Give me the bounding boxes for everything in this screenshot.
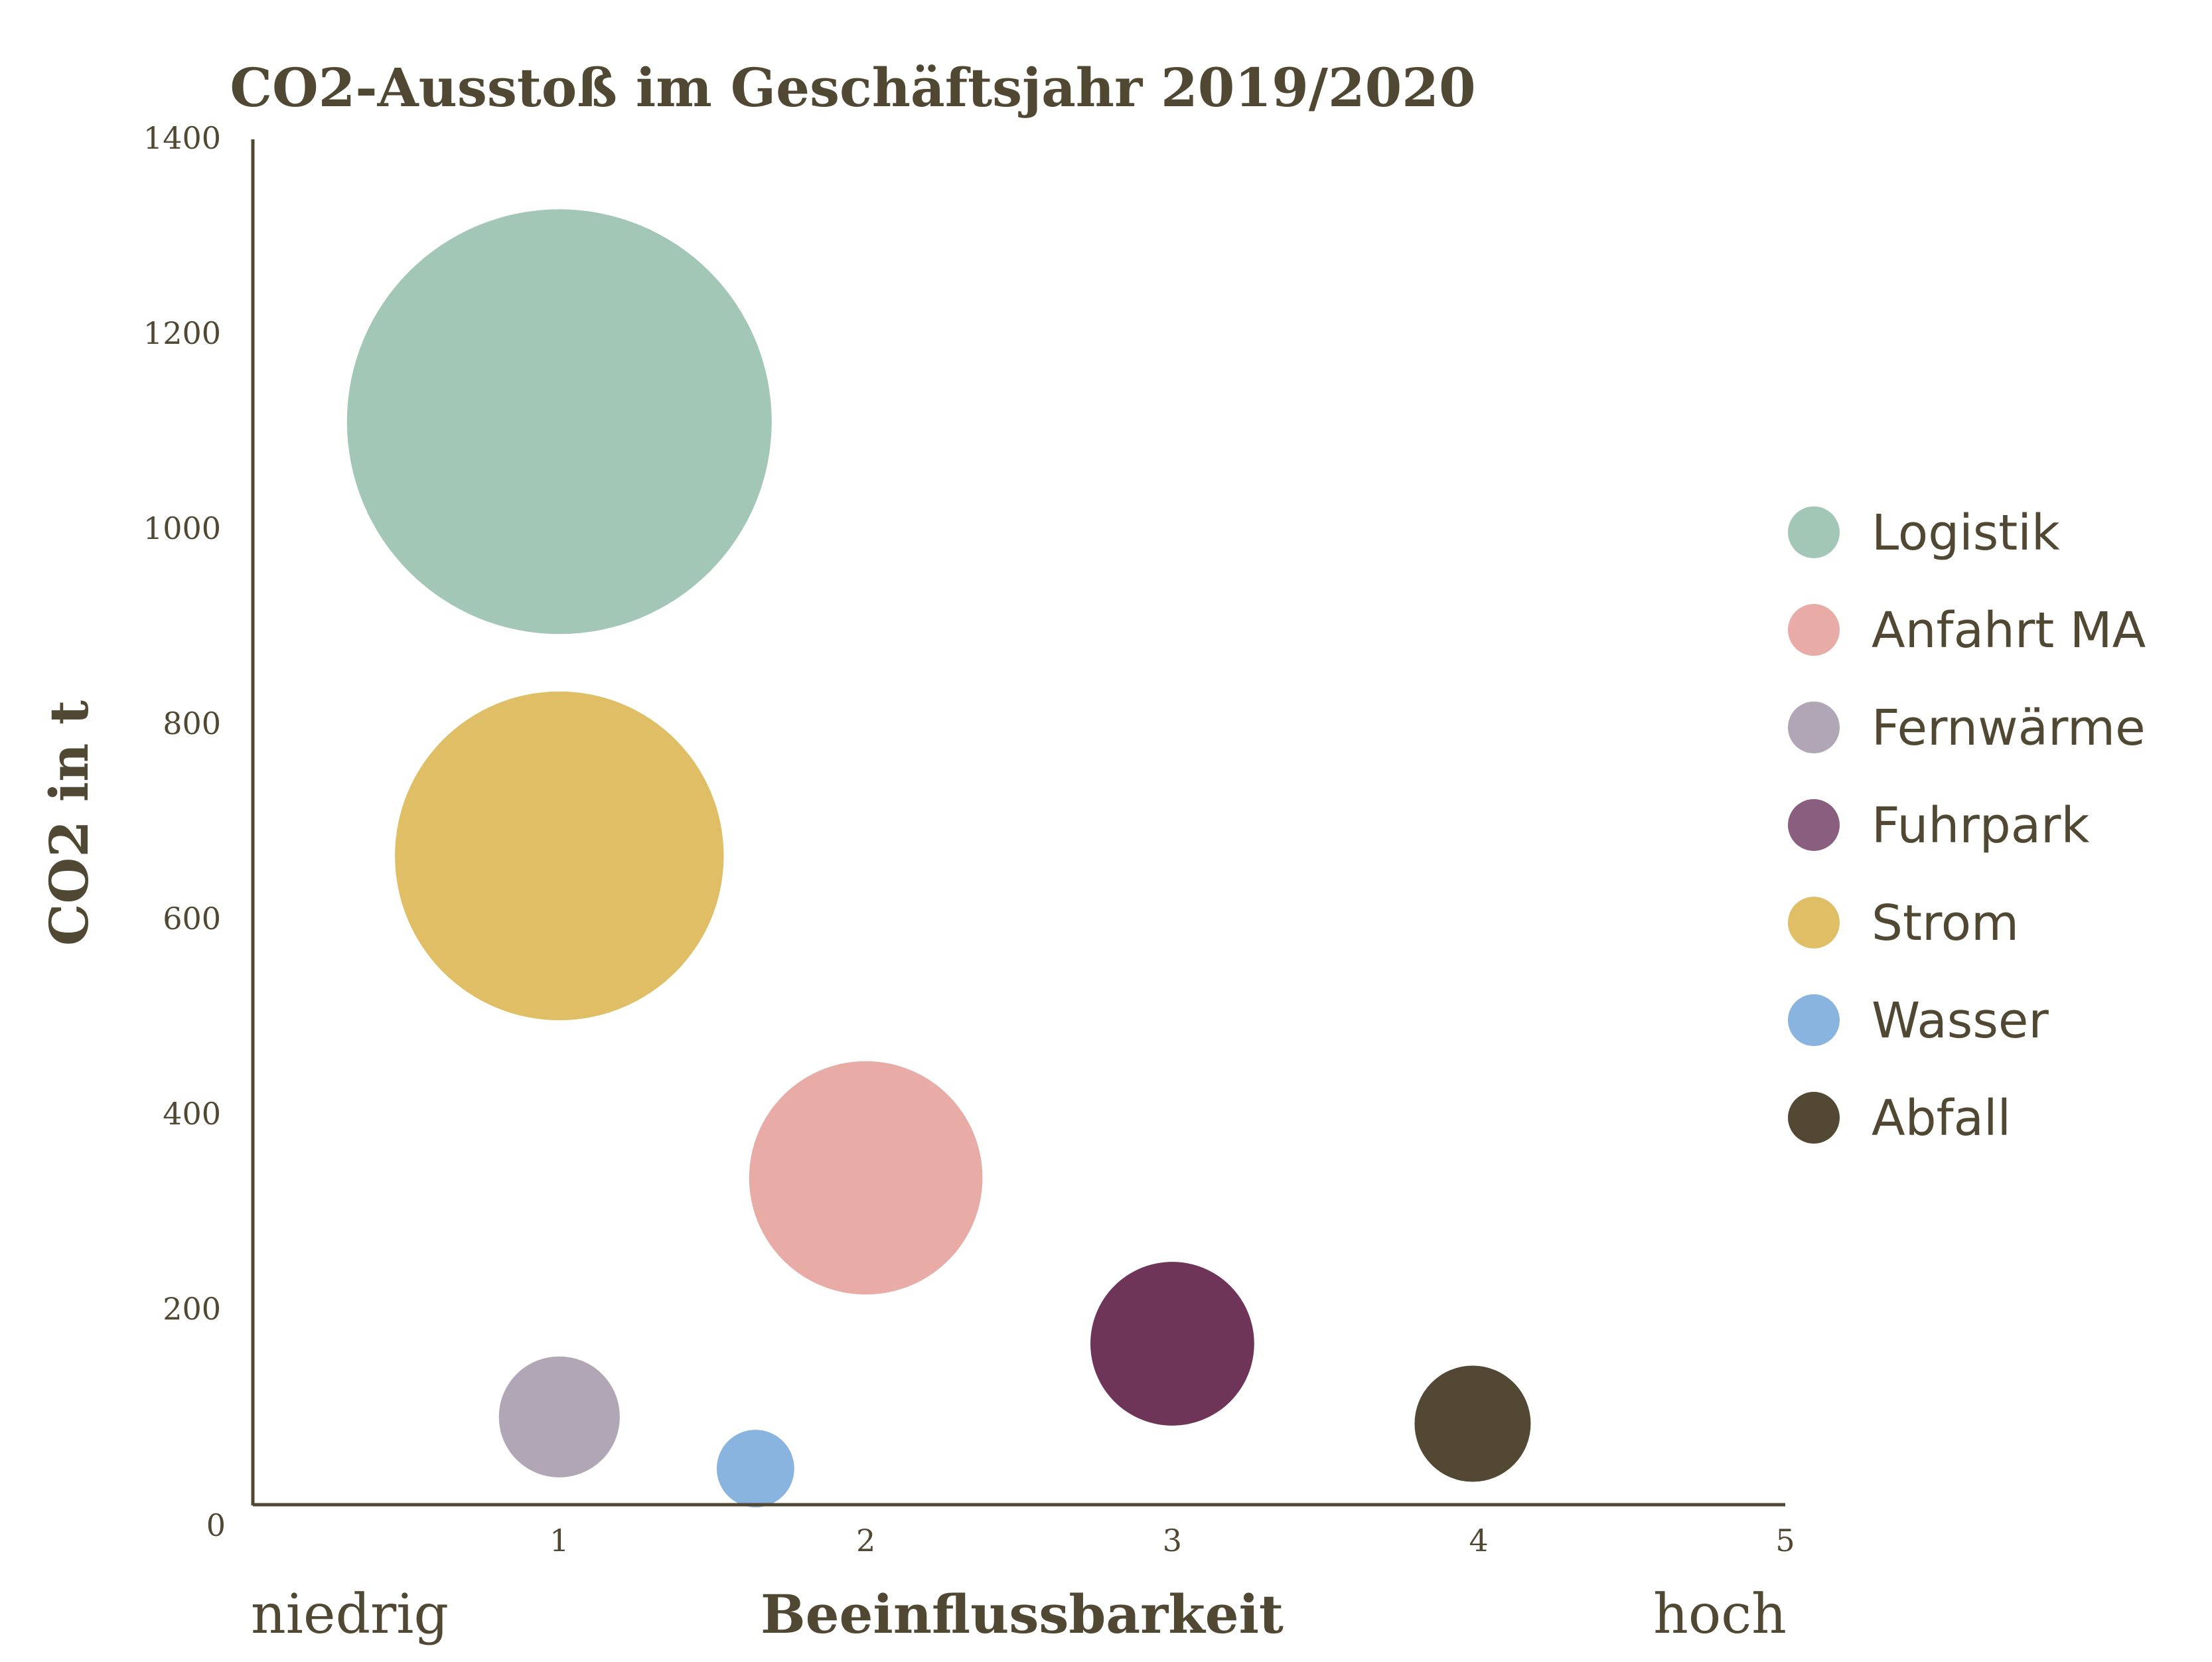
legend-label-abfall: Abfall [1872, 1090, 2011, 1147]
y-tick-labels: 0 200 400 600 800 1000 1200 1400 [143, 120, 226, 1543]
x-axis-low-label: niedrig [251, 1583, 449, 1646]
chart-title: CO2-Ausstoß im Geschäftsjahr 2019/2020 [230, 56, 1475, 119]
y-tick-label-600: 600 [163, 901, 221, 937]
bubble-strom [395, 691, 724, 1021]
bubble-fuhrpark [1090, 1262, 1254, 1426]
legend-label-strom: Strom [1872, 895, 2019, 952]
bubble-fernwaerme [498, 1356, 620, 1477]
x-axis-high-label: hoch [1653, 1583, 1787, 1646]
legend-marker-anfahrt-ma [1788, 604, 1840, 656]
legend-marker-logistik [1788, 506, 1840, 558]
legend-label-logistik: Logistik [1872, 504, 2060, 562]
legend-label-fuhrpark: Fuhrpark [1872, 797, 2089, 854]
x-tick-label-1: 1 [550, 1523, 569, 1558]
bubble-wasser [716, 1430, 794, 1508]
legend-marker-strom [1788, 897, 1840, 948]
legend-marker-fuhrpark [1788, 799, 1840, 851]
x-tick-label-2: 2 [856, 1523, 875, 1558]
x-tick-label-3: 3 [1163, 1523, 1182, 1558]
y-tick-label-400: 400 [163, 1096, 221, 1132]
x-tick-label-5: 5 [1775, 1523, 1795, 1558]
legend-marker-fernwaerme [1788, 702, 1840, 753]
bubble-abfall [1414, 1365, 1531, 1482]
x-axis-title: Beeinflussbarkeit [761, 1583, 1284, 1645]
bubble-logistik [346, 209, 772, 635]
y-tick-label-200: 200 [163, 1291, 221, 1327]
y-tick-label-800: 800 [163, 706, 221, 741]
bubble-anfahrt-ma [749, 1061, 983, 1295]
x-tick-label-4: 4 [1469, 1523, 1489, 1558]
y-tick-label-0: 0 [206, 1507, 226, 1543]
legend-marker-abfall [1788, 1092, 1840, 1144]
y-tick-label-1400: 1400 [143, 120, 221, 156]
legend-marker-wasser [1788, 994, 1840, 1046]
y-tick-label-1000: 1000 [143, 510, 221, 546]
legend: Logistik Anfahrt MA Fernwärme Fuhrpark Strom… [1788, 504, 2146, 1147]
bubble-layer [346, 209, 1531, 1508]
legend-label-anfahrt-ma: Anfahrt MA [1872, 602, 2146, 659]
legend-label-wasser: Wasser [1872, 992, 2049, 1049]
y-axis-title: CO2 in t [38, 700, 100, 946]
legend-label-fernwaerme: Fernwärme [1872, 700, 2146, 757]
x-tick-labels: 1 2 3 4 5 [550, 1523, 1795, 1558]
y-tick-label-1200: 1200 [143, 315, 221, 351]
